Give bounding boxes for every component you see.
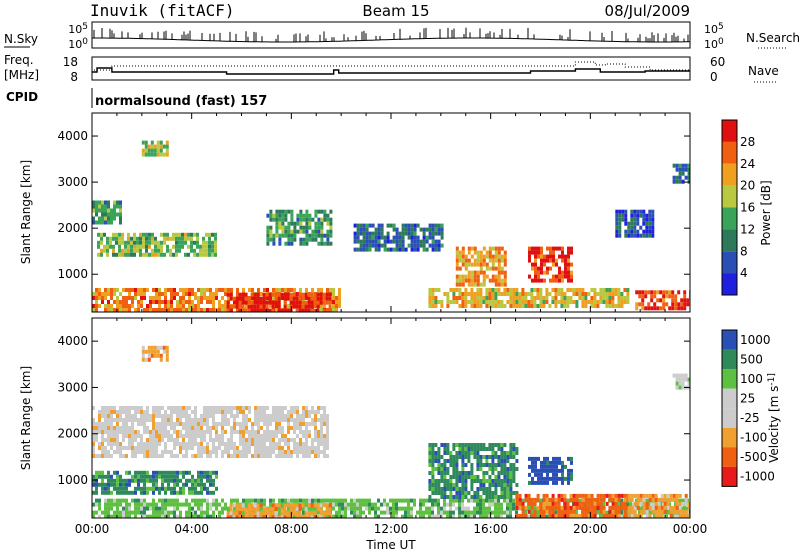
freq-label: Freq.: [4, 53, 34, 67]
panel-background: [92, 113, 690, 312]
beam-title: Beam 15: [362, 2, 429, 20]
x-tick-label: 20:00: [573, 522, 608, 536]
colorbar-tick-label: 16: [740, 201, 755, 215]
colorbar-tick-label: 1000: [740, 333, 771, 347]
scatter-region: [141, 140, 169, 157]
noise-trace-line: [91, 27, 690, 43]
colorbar-swatch: [722, 408, 737, 428]
scatter-region: [528, 456, 573, 485]
freq-unit-label: [MHz]: [4, 68, 39, 82]
nave-right-tick-top: 60: [710, 55, 725, 69]
colorbar-tick-label: 28: [740, 135, 755, 149]
scatter-region: [615, 209, 655, 238]
scatter-region: [141, 345, 169, 362]
power-ylabel: Slant Range [km]: [19, 160, 33, 264]
power-colorbar-label: Power [dB]: [759, 180, 773, 245]
scatter-region: [266, 209, 333, 246]
colorbar-swatch: [722, 163, 737, 186]
y-tick-label: 3000: [57, 380, 88, 394]
frequency-trace: [91, 61, 690, 75]
colorbar-tick-label: -25: [740, 411, 760, 425]
scatter-region: [428, 288, 630, 308]
velocity-colorbar-label: Velocity [m s-1]: [767, 373, 781, 463]
colorbar-swatch: [722, 330, 737, 350]
colorbar-tick-label: 500: [740, 352, 763, 366]
colorbar-swatch: [722, 427, 737, 448]
colorbar-swatch: [722, 349, 737, 370]
date-title: 08/Jul/2009: [605, 2, 690, 20]
power-panel: 1000 2000 3000 4000 Slant Range [km] 28 24 20…: [19, 112, 773, 313]
colorbar-tick-label: 100: [740, 372, 763, 386]
scatter-region: [528, 246, 573, 283]
scatter-region: [428, 443, 519, 499]
noise-panel-frame: [91, 21, 691, 49]
scatter-region: [92, 406, 329, 458]
colorbar-swatch: [722, 251, 737, 274]
x-tick-label: 00:00: [75, 522, 110, 536]
y-tick-label: 4000: [57, 334, 88, 348]
freq-left-tick-top: 18: [63, 55, 78, 69]
velocity-ylabel: Slant Range [km]: [19, 366, 33, 470]
freq-left-tick-bottom: 8: [70, 70, 78, 84]
scatter-region: [635, 290, 690, 311]
scatter-region: [455, 246, 507, 287]
colorbar-frame: [721, 329, 738, 487]
colorbar-tick-label: -100: [740, 431, 767, 445]
colorbar-swatch: [722, 369, 737, 389]
colorbar-swatch: [722, 229, 737, 252]
x-tick-label: 16:00: [473, 522, 508, 536]
colorbar-tick-label: 12: [740, 222, 755, 236]
colorbar-tick-label: -1000: [740, 470, 775, 484]
colorbar-tick-label: 4: [740, 266, 748, 280]
velocity-panel: 1000 2000 3000 4000 Slant Range [km] 1000 50…: [19, 317, 781, 519]
colorbar-swatch: [722, 120, 737, 142]
colorbar-tick-label: 25: [740, 391, 755, 405]
colorbar-frame: [721, 119, 738, 296]
noise-sky-label: N.Sky: [4, 32, 38, 46]
station-title: Inuvik (fitACF): [90, 1, 235, 20]
scatter-region: [92, 200, 122, 225]
y-tick-label: 1000: [57, 267, 88, 281]
y-tick-label: 4000: [57, 129, 88, 143]
scatter-region: [627, 493, 690, 518]
colorbar-swatch: [722, 447, 737, 467]
noise-sky-trace: [91, 27, 690, 43]
x-tick-label: 00:00: [673, 522, 708, 536]
noise-left-tick-bottom: 100: [68, 37, 88, 51]
scatter-region: [92, 470, 218, 495]
y-tick-label: 2000: [57, 427, 88, 441]
scatter-region: [226, 292, 332, 312]
colorbar-tick-label: 24: [740, 157, 755, 171]
colorbar-swatch: [722, 273, 737, 295]
nave-label: Nave: [748, 64, 779, 78]
colorbar-tick-label: 20: [740, 179, 755, 193]
cpid-value: normalsound (fast) 157: [95, 94, 267, 109]
colorbar-swatch: [722, 141, 737, 164]
cpid-label: CPID: [6, 90, 38, 104]
y-tick-label: 3000: [57, 175, 88, 189]
colorbar-swatch: [722, 185, 737, 208]
scatter-region: [226, 503, 332, 518]
colorbar-swatch: [722, 466, 737, 487]
frequency-step-line: [92, 67, 690, 75]
y-tick-label: 1000: [57, 473, 88, 487]
x-axis-label: Time UT: [365, 538, 416, 552]
colorbar-tick-label: -500: [740, 450, 767, 464]
y-tick-label: 2000: [57, 221, 88, 235]
x-tick-label: 08:00: [274, 522, 309, 536]
noise-right-tick-top: 105: [704, 22, 724, 36]
colorbar-tick-label: 8: [740, 244, 748, 258]
colorbar-swatch: [722, 207, 737, 230]
freq-panel-frame: [91, 56, 691, 81]
noise-search-label: N.Search: [746, 31, 800, 45]
nave-right-tick-bottom: 0: [710, 70, 718, 84]
colorbar-swatch: [722, 388, 737, 409]
scatter-region: [97, 232, 217, 257]
scatter-region: [353, 223, 444, 252]
noise-right-tick-bottom: 100: [704, 37, 724, 51]
x-tick-label: 12:00: [374, 522, 409, 536]
noise-left-tick-top: 105: [68, 22, 88, 36]
x-tick-label: 04:00: [174, 522, 209, 536]
